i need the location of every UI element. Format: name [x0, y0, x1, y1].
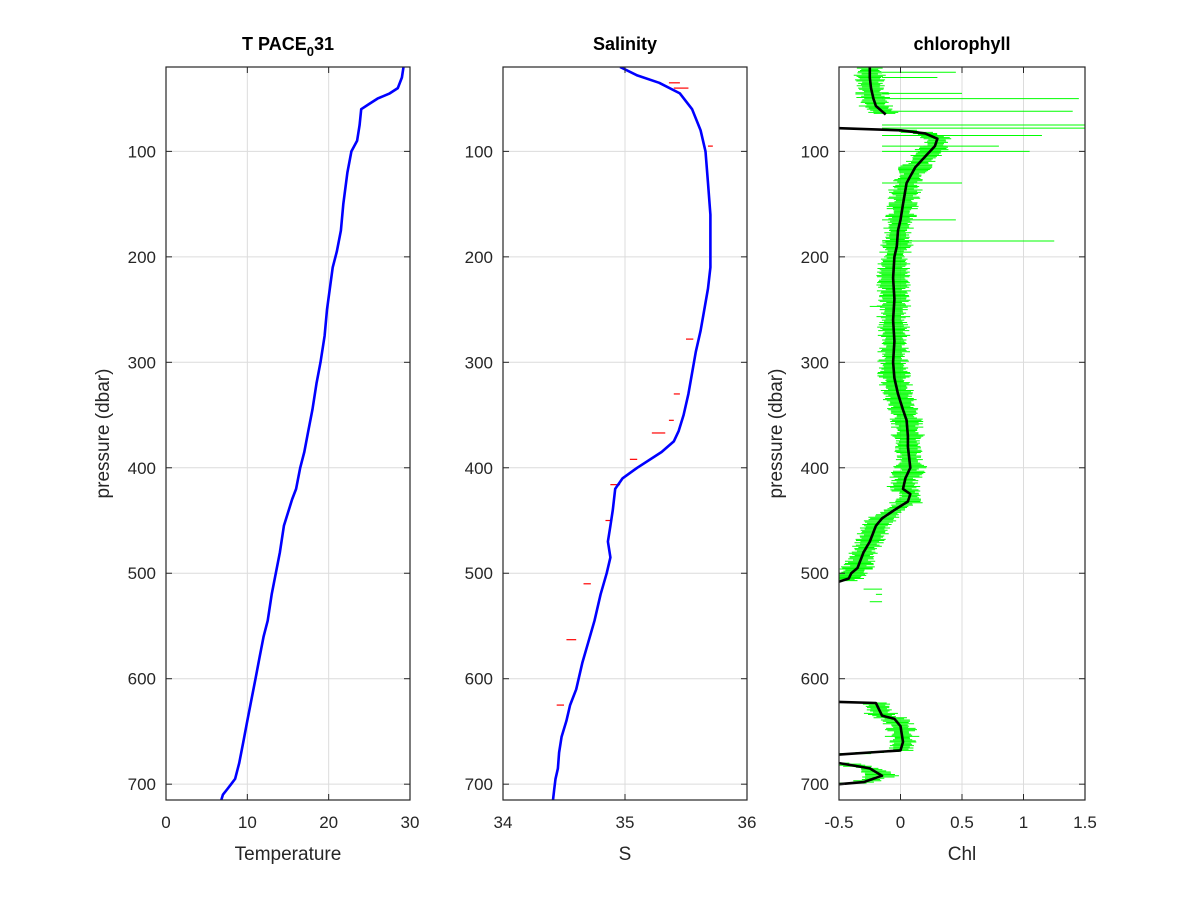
- y-axis-label: pressure (dbar): [93, 369, 114, 499]
- y-tick-label: 200: [465, 248, 493, 267]
- plot-content: [839, 67, 1085, 786]
- y-axis-label: pressure (dbar): [766, 369, 787, 499]
- chl-smoothed-line: [839, 700, 905, 756]
- x-axis-label: S: [619, 844, 632, 865]
- x-tick-label: 36: [738, 813, 757, 832]
- y-tick-label: 100: [128, 142, 156, 161]
- y-tick-label: 500: [801, 564, 829, 583]
- x-tick-label: 0: [161, 813, 170, 832]
- y-tick-label: 300: [465, 353, 493, 372]
- panel-2: 34 35 36 100 200 300 400 500 600 700 S Salinity: [465, 34, 757, 865]
- x-tick-label: 1.5: [1073, 813, 1097, 832]
- chart-title: Salinity: [593, 34, 657, 54]
- x-tick-label: 35: [616, 813, 635, 832]
- y-tick-label: 500: [128, 564, 156, 583]
- x-tick-label: 0: [896, 813, 905, 832]
- x-tick-label: 0.5: [950, 813, 974, 832]
- x-tick-label: -0.5: [824, 813, 853, 832]
- chart-title: chlorophyll: [913, 34, 1010, 54]
- chart-title: T PACE031: [242, 34, 334, 59]
- y-tick-label: 400: [465, 459, 493, 478]
- panel-1: 0 10 20 30 100 200 300 400 500 600 700 Temperature p…: [93, 34, 419, 865]
- chl-smoothed-line: [839, 761, 884, 786]
- y-tick-label: 300: [801, 353, 829, 372]
- x-tick-label: 10: [238, 813, 257, 832]
- x-tick-label: 20: [319, 813, 338, 832]
- y-tick-label: 700: [801, 775, 829, 794]
- y-tick-label: 400: [128, 459, 156, 478]
- profile-line: [220, 67, 405, 800]
- panel-3: -0.5 0 0.5 1 1.5 100 200 300 400 500 600 700 Chl pres…: [766, 34, 1097, 865]
- y-tick-label: 100: [801, 142, 829, 161]
- y-tick-label: 600: [801, 670, 829, 689]
- x-tick-label: 34: [494, 813, 513, 832]
- x-axis-label: Temperature: [235, 844, 342, 865]
- plot-content: [551, 67, 713, 800]
- chl-smoothed-line: [868, 67, 887, 116]
- x-tick-label: 1: [1019, 813, 1028, 832]
- y-tick-label: 300: [128, 353, 156, 372]
- x-axis-label: Chl: [948, 844, 977, 865]
- y-tick-label: 200: [128, 248, 156, 267]
- y-tick-label: 400: [801, 459, 829, 478]
- axes-box: [165, 66, 411, 801]
- x-tick-label: 30: [401, 813, 420, 832]
- y-tick-label: 200: [801, 248, 829, 267]
- chl-smoothed-line: [839, 126, 939, 583]
- y-tick-label: 700: [465, 775, 493, 794]
- y-tick-label: 600: [465, 670, 493, 689]
- y-tick-label: 100: [465, 142, 493, 161]
- plot-area: [166, 67, 410, 800]
- profile-line: [551, 67, 712, 800]
- y-tick-label: 600: [128, 670, 156, 689]
- plot-content: [220, 67, 405, 800]
- y-tick-label: 700: [128, 775, 156, 794]
- y-tick-label: 500: [465, 564, 493, 583]
